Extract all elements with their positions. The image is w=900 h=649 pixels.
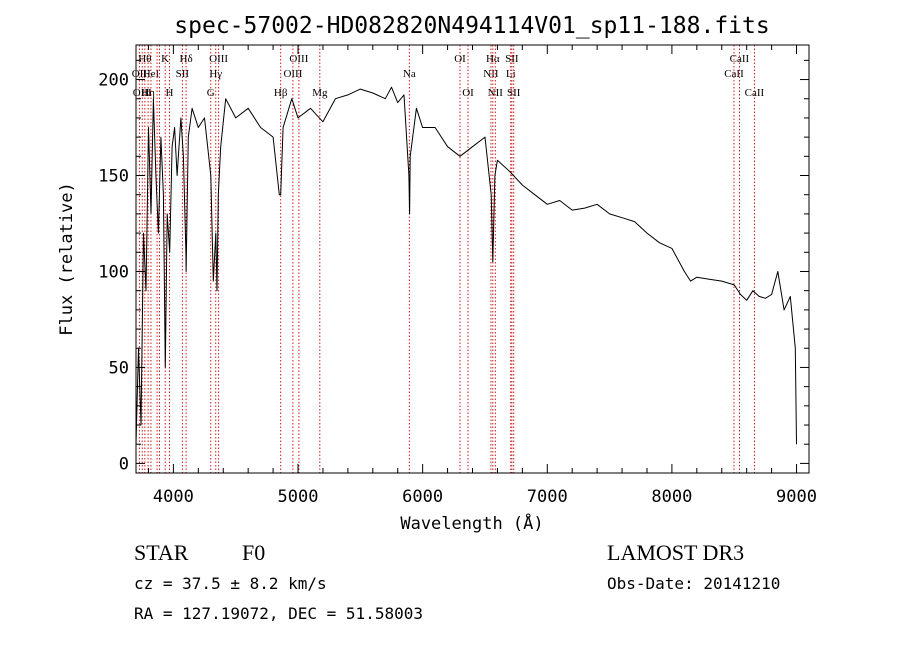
- coordinates-label: RA = 127.19072, DEC = 51.58003: [134, 604, 423, 623]
- y-tick-label: 100: [98, 262, 129, 282]
- line-marker-label: HeI: [143, 68, 160, 80]
- object-subclass: F0: [242, 540, 265, 565]
- x-tick-label: 7000: [527, 487, 568, 507]
- line-marker-label: G: [207, 87, 215, 99]
- line-marker-label: Hγ: [209, 68, 222, 80]
- line-marker-label: CaII: [730, 53, 750, 65]
- y-axis-ticks: 0 50 100 150 200: [98, 59, 809, 474]
- obs-date-label: Obs-Date: 20141210: [607, 574, 780, 593]
- survey-label: LAMOST DR3: [607, 540, 744, 565]
- y-axis-label: Flux (relative): [57, 182, 77, 336]
- line-marker-label: OIII: [133, 87, 152, 99]
- line-marker-label: Hθ: [138, 53, 151, 65]
- line-marker-label: Hη: [141, 87, 155, 99]
- line-marker-label: Hδ: [180, 53, 193, 65]
- line-marker-label: Hβ: [274, 87, 288, 99]
- line-marker-label: Li: [506, 68, 516, 80]
- line-marker-label: OIII: [289, 53, 308, 65]
- x-axis-label: Wavelength (Å): [400, 512, 543, 534]
- x-tick-label: 4000: [153, 487, 194, 507]
- line-marker-label: Hα: [486, 53, 500, 65]
- x-axis-ticks: 4000 5000 6000 7000 8000 9000: [147, 45, 817, 507]
- line-marker-label: Na: [403, 68, 416, 80]
- plot-frame: [135, 44, 810, 474]
- x-tick-label: 8000: [651, 487, 692, 507]
- line-marker-label: CaII: [745, 87, 765, 99]
- line-marker-label: H: [166, 87, 174, 99]
- line-marker-label: OI: [462, 87, 474, 99]
- line-marker-label: OIII: [209, 53, 228, 65]
- line-marker-label: Mg: [312, 87, 328, 99]
- x-tick-label: 9000: [776, 487, 817, 507]
- spectrum-line-group: [135, 86, 797, 445]
- x-tick-label: 6000: [402, 487, 443, 507]
- line-marker-label: OIII: [283, 68, 302, 80]
- spectral-line-markers: OIIOIIIHθHηHeIKHSIIHδGHγOIIIHβOIIIOIIIMg…: [132, 45, 765, 473]
- line-marker-label: OI: [454, 53, 466, 65]
- spectrum-series-0: [135, 86, 797, 445]
- line-marker-label: SII: [176, 68, 190, 80]
- line-marker-label: NII: [488, 87, 504, 99]
- line-marker-label: K: [161, 53, 169, 65]
- line-marker-label: NII: [483, 68, 499, 80]
- object-class: STAR: [134, 540, 189, 565]
- line-marker-label: CaII: [724, 68, 744, 80]
- redshift-label: cz = 37.5 ± 8.2 km/s: [134, 574, 327, 593]
- y-tick-label: 0: [119, 454, 129, 474]
- y-tick-label: 200: [98, 71, 129, 91]
- y-tick-label: 150: [98, 167, 129, 187]
- x-tick-label: 5000: [278, 487, 319, 507]
- line-marker-label: SII: [507, 87, 521, 99]
- y-tick-label: 50: [109, 358, 129, 378]
- chart-title: spec-57002-HD082820N494114V01_sp11-188.f…: [174, 13, 769, 39]
- line-marker-label: SII: [505, 53, 519, 65]
